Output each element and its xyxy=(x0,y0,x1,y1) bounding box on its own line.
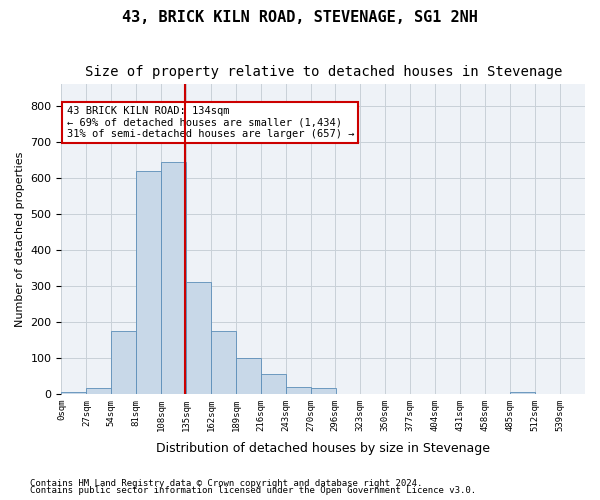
Y-axis label: Number of detached properties: Number of detached properties xyxy=(15,152,25,326)
Bar xyxy=(136,170,161,394)
Bar xyxy=(236,358,261,394)
Bar xyxy=(311,388,336,394)
Text: Contains public sector information licensed under the Open Government Licence v3: Contains public sector information licen… xyxy=(30,486,476,495)
Bar xyxy=(186,282,211,394)
Text: Contains HM Land Registry data © Crown copyright and database right 2024.: Contains HM Land Registry data © Crown c… xyxy=(30,478,422,488)
Bar xyxy=(510,392,535,394)
X-axis label: Distribution of detached houses by size in Stevenage: Distribution of detached houses by size … xyxy=(156,442,490,455)
Text: 43 BRICK KILN ROAD: 134sqm
← 69% of detached houses are smaller (1,434)
31% of s: 43 BRICK KILN ROAD: 134sqm ← 69% of deta… xyxy=(67,106,354,139)
Text: 43, BRICK KILN ROAD, STEVENAGE, SG1 2NH: 43, BRICK KILN ROAD, STEVENAGE, SG1 2NH xyxy=(122,10,478,25)
Bar xyxy=(286,386,311,394)
Bar xyxy=(86,388,112,394)
Bar xyxy=(112,331,136,394)
Title: Size of property relative to detached houses in Stevenage: Size of property relative to detached ho… xyxy=(85,65,562,79)
Bar xyxy=(261,374,286,394)
Bar xyxy=(211,331,236,394)
Bar xyxy=(161,162,186,394)
Bar xyxy=(61,392,86,394)
